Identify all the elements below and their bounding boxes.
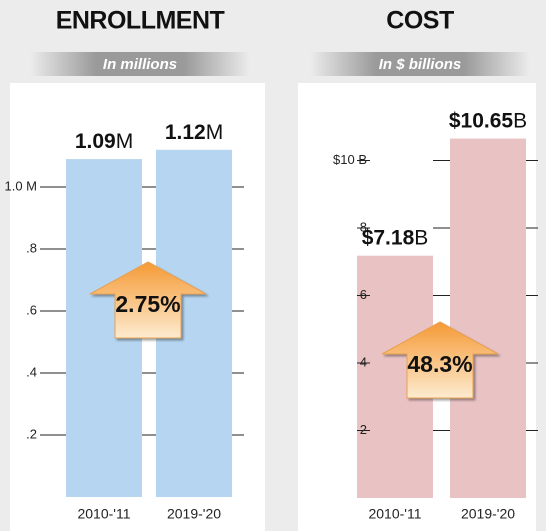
- y-tick-label: .6: [26, 302, 37, 317]
- value-label: $7.18B: [362, 226, 429, 249]
- value-label: 1.12M: [165, 120, 223, 143]
- y-tick-label: 6: [360, 287, 367, 302]
- x-tick-label: 2019-'20: [461, 506, 515, 522]
- annotation: 48.3%: [407, 351, 472, 377]
- annotation: 2.75%: [115, 291, 180, 317]
- subtitle: In $ billions: [379, 56, 462, 73]
- value-label: $10.65B: [449, 109, 527, 132]
- arrow: [89, 261, 207, 339]
- chart-title: ENROLLMENT: [56, 7, 225, 35]
- y-tick-label: .8: [26, 240, 37, 255]
- y-tick-label: 4: [360, 354, 367, 369]
- y-tick-label: 8: [360, 219, 367, 234]
- arrow: [381, 321, 499, 399]
- y-tick-label: 1.0 M: [4, 178, 37, 193]
- x-tick-label: 2010-'11: [77, 506, 130, 522]
- x-tick-label: 2010-'11: [368, 506, 421, 522]
- chart-title: COST: [386, 7, 454, 35]
- x-tick-label: 2019-'20: [167, 506, 221, 522]
- subtitle-band: [30, 52, 250, 76]
- bar: [450, 138, 526, 498]
- y-tick-label: 2: [360, 422, 367, 437]
- subtitle-band: [310, 52, 530, 76]
- y-tick-label: .2: [26, 426, 37, 441]
- subtitle: In millions: [103, 56, 177, 73]
- value-label: 1.09M: [75, 130, 133, 153]
- y-tick-label: .4: [26, 364, 37, 379]
- y-tick-label: $10 B: [333, 152, 367, 167]
